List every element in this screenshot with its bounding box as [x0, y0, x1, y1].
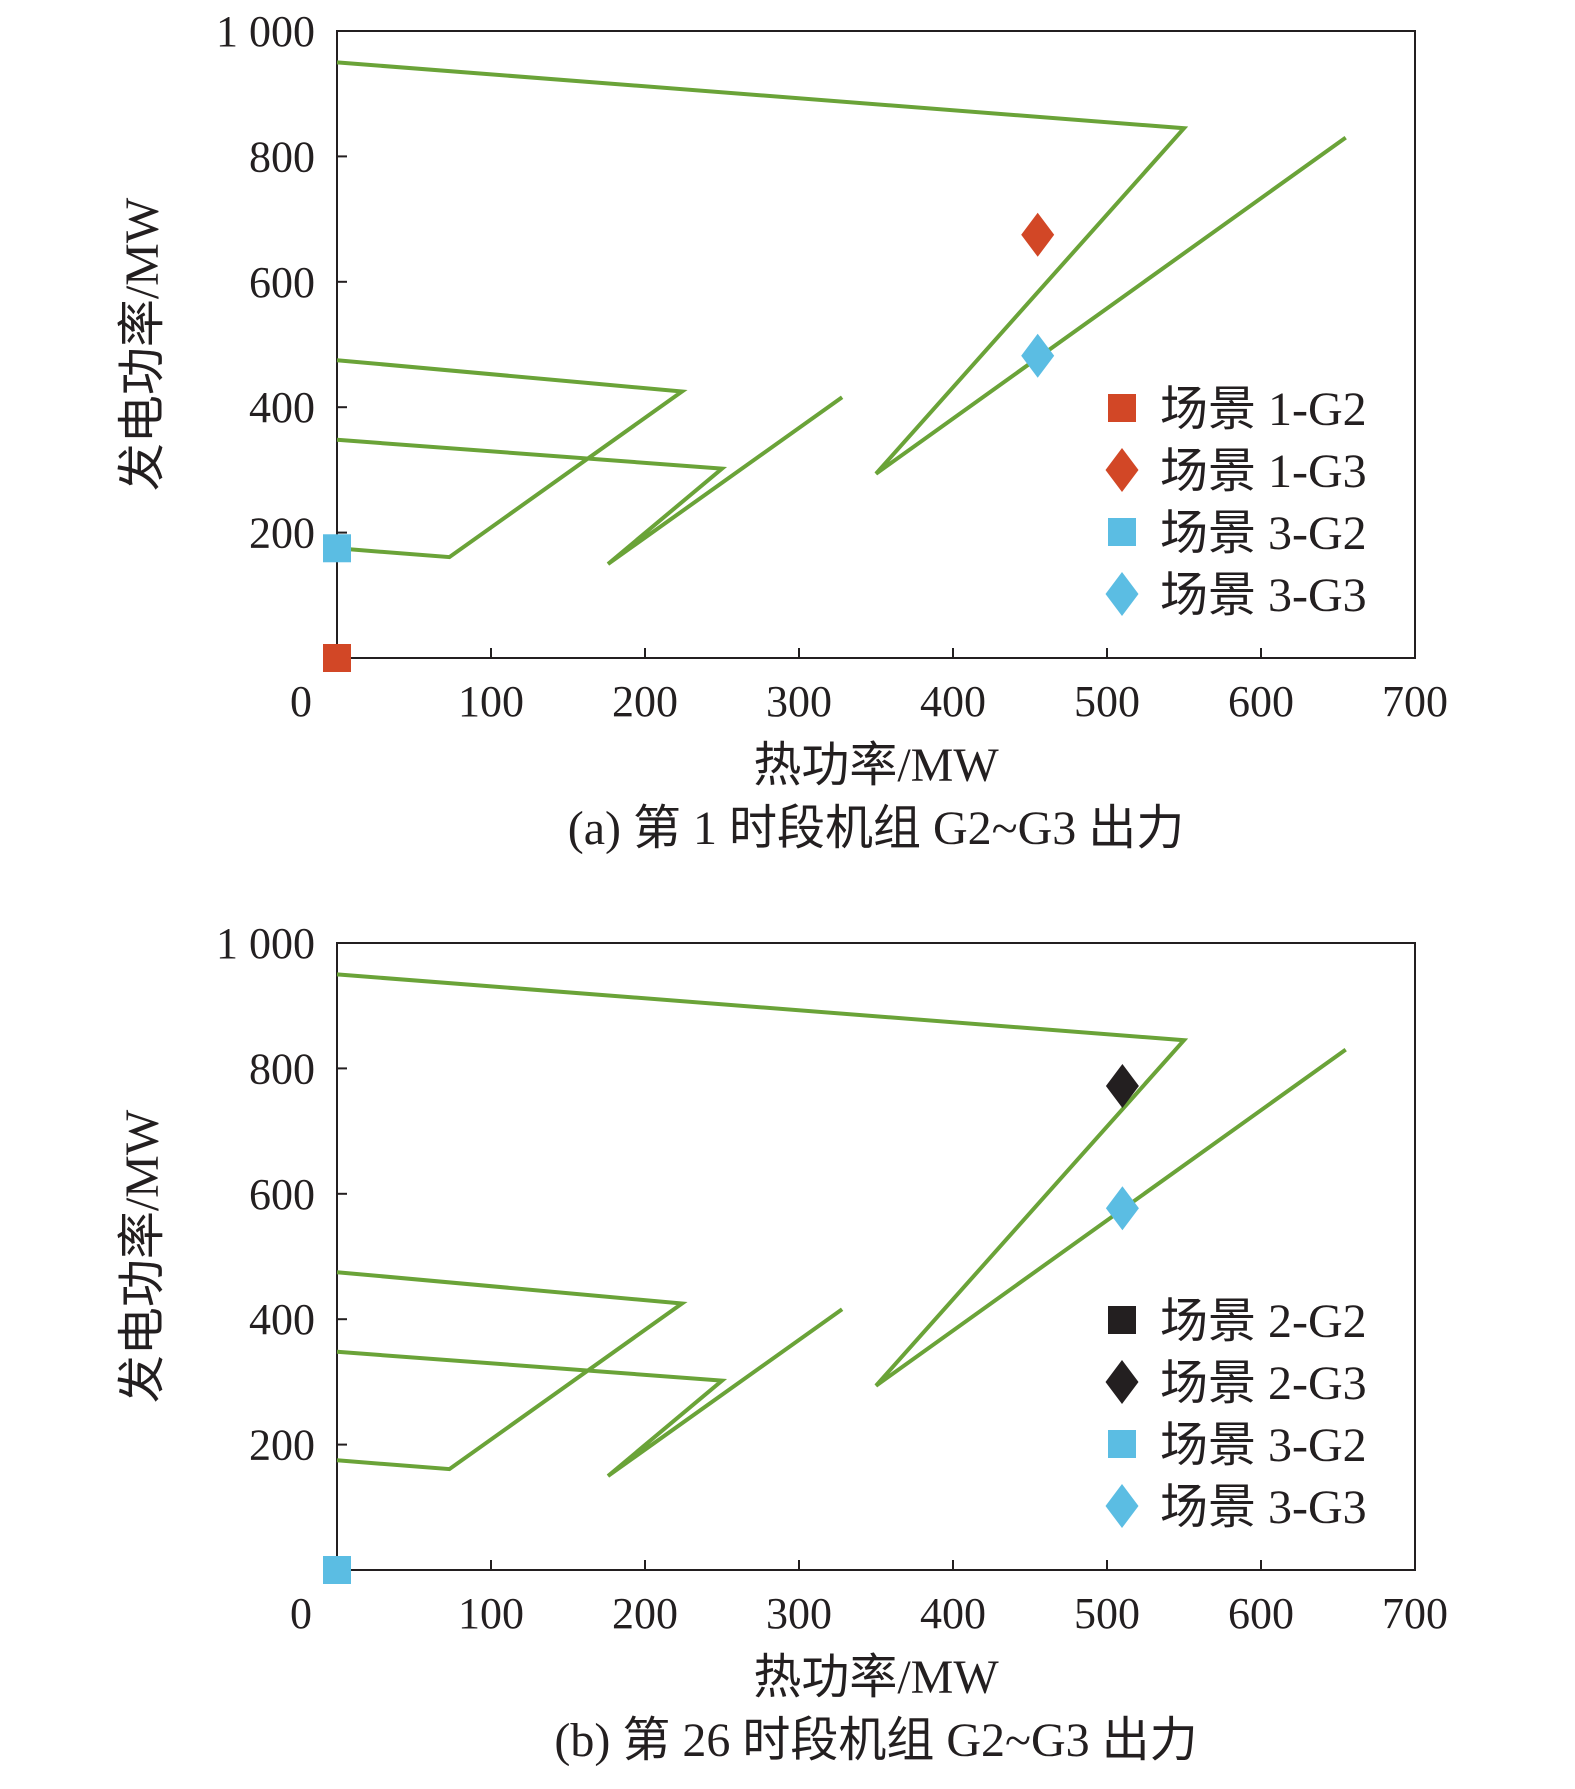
legend-marker: [1108, 394, 1136, 422]
x-axis-title: 热功率/MW: [753, 1651, 999, 1704]
legend-marker: [1105, 448, 1139, 492]
plot-frame: [336, 30, 1416, 659]
x-tick-label: 200: [612, 677, 678, 726]
data-point: [323, 644, 351, 672]
y-axis-title: 发电功率/MW: [116, 1109, 169, 1403]
y-tick-label: 600: [249, 1170, 315, 1219]
legend-marker: [1108, 518, 1136, 546]
legend-marker: [1105, 1484, 1139, 1528]
y-tick-label: 400: [249, 383, 315, 432]
x-tick-label: 400: [920, 1589, 986, 1638]
data-point: [1021, 212, 1055, 257]
y-axis-title: 发电功率/MW: [116, 197, 169, 491]
legend-marker: [1108, 1306, 1136, 1334]
y-tick-label: 1 000: [216, 919, 315, 968]
legend-label: 场景 1-G2: [1160, 383, 1367, 436]
x-tick-label: 600: [1228, 677, 1294, 726]
feasible-region-line: [336, 395, 844, 566]
data-point: [1021, 333, 1055, 378]
legend-label: 场景 3-G3: [1160, 1481, 1367, 1534]
y-tick-label: 1 000: [216, 7, 315, 56]
y-tick-label: 800: [249, 1044, 315, 1093]
x-tick-label: 700: [1382, 677, 1448, 726]
chart-panel-a: 0 100 200 300 400 500 600 700 200 400 600 800 1 000 热…: [116, 7, 1448, 855]
legend-label: 场景 2-G2: [1160, 1295, 1367, 1348]
y-tick-label: 600: [249, 258, 315, 307]
chart-panel-b: 0 100 200 300 400 500 600 700 200 400 600 800 1 000 热…: [116, 919, 1448, 1767]
legend-label: 场景 3-G3: [1160, 569, 1367, 622]
x-tick-label: 100: [458, 1589, 524, 1638]
data-point: [323, 534, 351, 563]
x-tick-label: 100: [458, 677, 524, 726]
y-tick-label: 200: [249, 1421, 315, 1470]
feasible-region-line: [336, 1307, 844, 1478]
legend-label: 场景 3-G2: [1160, 1419, 1367, 1472]
x-tick-label: 300: [766, 677, 832, 726]
x-tick-label: 700: [1382, 1589, 1448, 1638]
y-tick-label: 800: [249, 132, 315, 181]
feasible-region-line: [336, 358, 688, 560]
y-tick-label: 200: [249, 509, 315, 558]
x-axis-title: 热功率/MW: [753, 739, 999, 792]
legend-marker: [1108, 1430, 1136, 1458]
feasible-region-line: [336, 972, 1347, 1388]
legend-label: 场景 1-G3: [1160, 445, 1367, 498]
x-tick-label: 300: [766, 1589, 832, 1638]
chart-caption: (b) 第 26 时段机组 G2~G3 出力: [554, 1714, 1197, 1767]
data-point: [1105, 1063, 1139, 1108]
plot-frame: [336, 942, 1416, 1571]
x-tick-label: 500: [1074, 677, 1140, 726]
legend-label: 场景 3-G2: [1160, 507, 1367, 560]
legend-label: 场景 2-G3: [1160, 1357, 1367, 1410]
x-tick-label: 200: [612, 1589, 678, 1638]
x-tick-label: 0: [290, 677, 312, 726]
feasible-region-line: [336, 1270, 688, 1472]
x-tick-label: 500: [1074, 1589, 1140, 1638]
legend-marker: [1105, 572, 1139, 616]
x-tick-label: 600: [1228, 1589, 1294, 1638]
data-point: [1105, 1186, 1139, 1231]
x-tick-label: 400: [920, 677, 986, 726]
y-tick-label: 400: [249, 1295, 315, 1344]
chart-caption: (a) 第 1 时段机组 G2~G3 出力: [568, 802, 1185, 855]
data-point: [323, 1556, 351, 1584]
feasible-region-line: [336, 60, 1347, 476]
x-tick-label: 0: [290, 1589, 312, 1638]
legend-marker: [1105, 1360, 1139, 1404]
